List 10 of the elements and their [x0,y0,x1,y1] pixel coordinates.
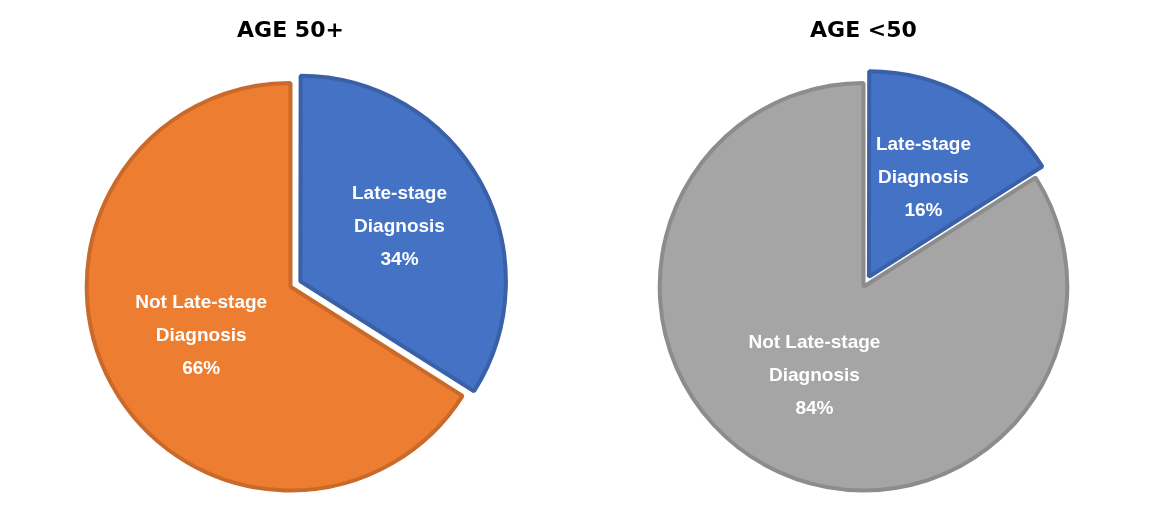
slice-label: Not Late-stage Diagnosis [748,331,881,386]
data-label: 16% [904,198,943,220]
data-label: 66% [182,357,221,379]
chart-title: AGE 50+ [237,16,344,42]
chart-title: AGE <50 [810,16,917,42]
slice-label: Not Late-stage Diagnosis [135,291,268,346]
slice-label: Late-stage Diagnosis [352,182,448,236]
slice-label: Late-stage Diagnosis [875,132,971,187]
data-label: 84% [795,397,834,419]
data-label: 34% [380,248,419,269]
